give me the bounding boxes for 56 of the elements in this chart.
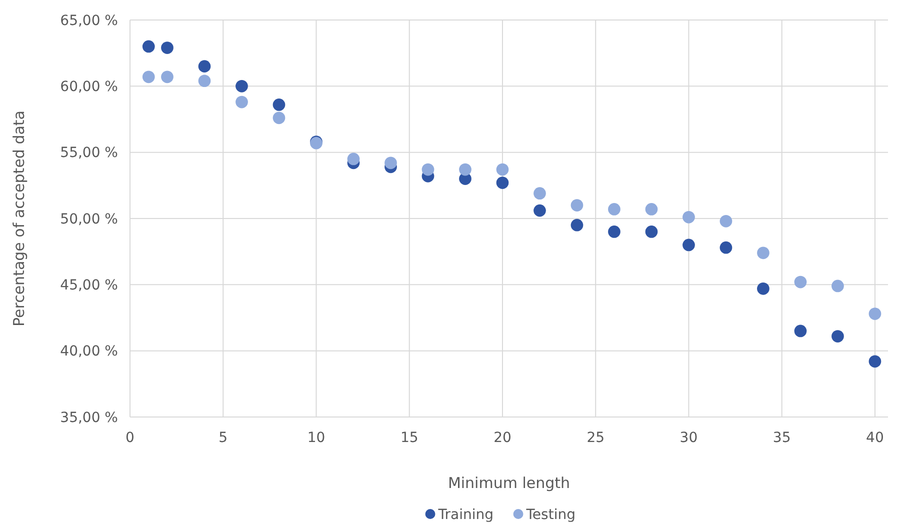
point	[236, 96, 248, 108]
x-tick-label: 10	[307, 430, 326, 446]
point	[198, 60, 211, 72]
x-tick-label: 15	[400, 430, 418, 446]
point	[347, 152, 360, 166]
point	[720, 241, 732, 254]
x-tick-label: 5	[218, 430, 228, 446]
point	[682, 211, 695, 224]
point	[198, 74, 211, 88]
point	[868, 355, 882, 368]
point	[645, 203, 658, 216]
point	[161, 70, 174, 84]
y-tick-label: 40,00 %	[60, 344, 118, 360]
y-tick-label: 45,00 %	[60, 278, 118, 294]
point	[757, 246, 770, 260]
point	[142, 40, 155, 53]
legend-label: Training	[437, 507, 494, 523]
y-axis-title: Percentage of accepted data	[10, 110, 28, 326]
point	[161, 42, 174, 54]
point	[236, 80, 248, 92]
point	[142, 70, 155, 84]
y-tick-label: 50,00 %	[60, 211, 118, 228]
point	[794, 276, 807, 288]
y-tick-label: 65,00 %	[60, 12, 118, 29]
legend-label: Testing	[525, 507, 576, 523]
point	[384, 156, 397, 170]
point	[496, 176, 509, 189]
y-tick-label: 35,00 %	[60, 410, 118, 426]
point	[534, 204, 546, 217]
x-tick-label: 40	[866, 430, 884, 446]
point	[832, 330, 844, 342]
point	[608, 203, 620, 216]
x-axis-title: Minimum length	[448, 474, 570, 492]
point	[832, 280, 844, 292]
point	[682, 238, 695, 252]
point	[570, 218, 584, 232]
x-tick-label: 35	[772, 430, 791, 446]
x-tick-label: 30	[680, 430, 698, 446]
y-tick-label: 55,00 %	[60, 145, 118, 162]
y-tick-label: 60,00 %	[60, 79, 118, 96]
point	[534, 187, 546, 200]
x-tick-label: 25	[586, 430, 605, 446]
x-tick-label: 20	[494, 430, 512, 446]
point	[496, 163, 509, 176]
point	[272, 112, 286, 124]
x-tick-label: 0	[126, 430, 134, 446]
point	[757, 282, 770, 295]
point	[794, 324, 807, 338]
point	[645, 226, 658, 238]
point	[459, 163, 472, 176]
point	[272, 98, 286, 111]
point	[422, 163, 434, 176]
point	[608, 226, 620, 238]
point	[570, 199, 584, 212]
point	[720, 214, 732, 228]
point	[868, 308, 882, 320]
